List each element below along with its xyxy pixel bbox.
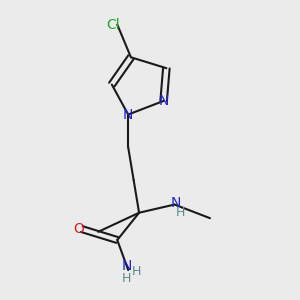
Text: H: H: [121, 272, 131, 285]
Text: N: N: [122, 259, 132, 273]
Text: N: N: [123, 107, 134, 122]
Text: O: O: [73, 222, 84, 236]
Text: Cl: Cl: [106, 17, 120, 32]
Text: H: H: [176, 206, 185, 219]
Text: H: H: [132, 265, 142, 278]
Text: N: N: [171, 196, 181, 210]
Text: N: N: [158, 94, 169, 108]
